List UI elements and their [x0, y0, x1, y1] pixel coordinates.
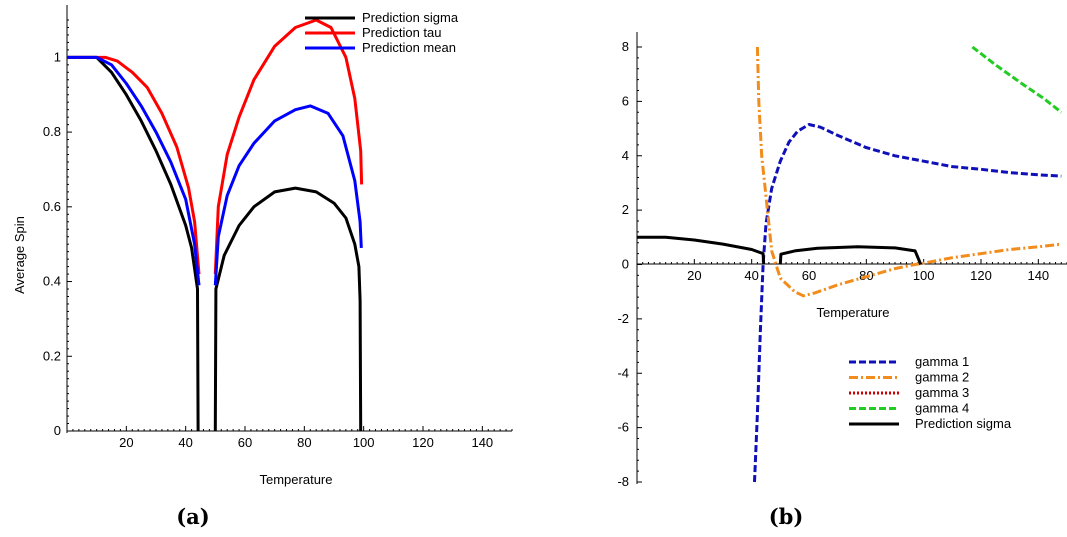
- x-axis-title-b: Temperature: [817, 305, 890, 320]
- y-tick-label: 2: [622, 202, 629, 217]
- panel-a-caption: (a): [176, 504, 209, 529]
- series-line-gamma-4: [971, 45, 1063, 114]
- y-tick-label: 0: [622, 257, 629, 272]
- x-tick-label: 120: [412, 435, 434, 450]
- y-tick-label: -4: [617, 365, 629, 380]
- legend-label: gamma 4: [915, 401, 969, 416]
- series-line-prediction-tau: [67, 55, 201, 275]
- series-line-gamma-2: [755, 46, 1062, 298]
- x-tick-label: 100: [913, 268, 935, 283]
- series-line-prediction-sigma: [67, 55, 200, 432]
- series-line-prediction-mean: [67, 55, 201, 286]
- y-tick-label: 6: [622, 93, 629, 108]
- series-line-gamma-1: [753, 123, 1062, 483]
- x-tick-label: 20: [119, 435, 133, 450]
- x-tick-label: 60: [802, 268, 816, 283]
- x-tick-label: 80: [297, 435, 311, 450]
- series-line-prediction-sigma: [778, 245, 923, 266]
- legend-label: Prediction mean: [362, 40, 456, 55]
- series-line-prediction-sigma: [213, 186, 363, 432]
- legend-label: Prediction sigma: [915, 416, 1012, 431]
- panel-b-caption: (b): [769, 504, 804, 529]
- plot-area-b: [637, 45, 1063, 483]
- y-tick-label: -6: [617, 420, 629, 435]
- series-line-prediction-sigma: [637, 235, 766, 265]
- chart-panel-a: 20 40 60 80 100 120 140 0 0.2 0.4 0.6 0.8 1 Temperatu…: [12, 5, 513, 487]
- y-tick-label: 0.6: [43, 199, 61, 214]
- y-tick-label: 0.4: [43, 274, 61, 289]
- legend-label: Prediction sigma: [362, 10, 459, 25]
- y-axis-title-a: Average Spin: [12, 216, 27, 294]
- x-tick-label: 140: [471, 435, 493, 450]
- y-tick-label: 1: [54, 49, 61, 64]
- legend-label: gamma 3: [915, 385, 969, 400]
- x-tick-label: 140: [1027, 268, 1049, 283]
- x-axis-title-a: Temperature: [260, 472, 333, 487]
- x-tick-label: 60: [238, 435, 252, 450]
- y-tick-label: 0: [54, 423, 61, 438]
- y-tick-label: 8: [622, 39, 629, 54]
- y-tick-label: 4: [622, 148, 629, 163]
- y-tick-label: -8: [617, 474, 629, 489]
- x-tick-label: 120: [970, 268, 992, 283]
- y-tick-label: 0.2: [43, 348, 61, 363]
- chart-panel-b: 20 40 60 80 100 120 140-8-6-4-202468Temperatur…: [617, 32, 1067, 489]
- legend-label: Prediction tau: [362, 25, 442, 40]
- y-tick-label: -2: [617, 311, 629, 326]
- x-tick-label: 40: [178, 435, 192, 450]
- x-tick-label: 40: [744, 268, 758, 283]
- x-tick-label: 100: [353, 435, 375, 450]
- legend-label: gamma 2: [915, 370, 969, 385]
- legend-label: gamma 1: [915, 354, 969, 369]
- y-tick-label: 0.8: [43, 124, 61, 139]
- series-line-prediction-tau: [213, 18, 364, 275]
- x-tick-label: 20: [687, 268, 701, 283]
- series-line-prediction-mean: [213, 104, 363, 286]
